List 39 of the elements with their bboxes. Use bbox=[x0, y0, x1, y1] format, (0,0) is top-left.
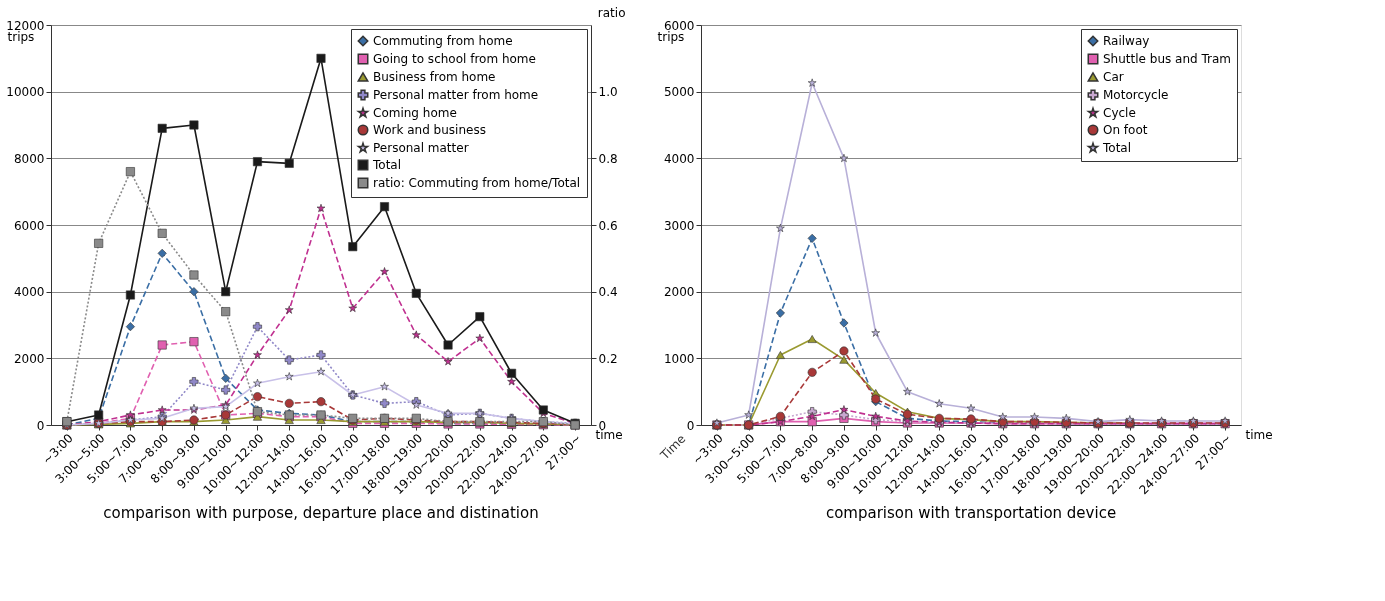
legend-label: Coming home bbox=[373, 106, 457, 120]
y-tick-label: 10000 bbox=[6, 85, 45, 100]
y-tick-label: 0 bbox=[36, 418, 45, 433]
legend-label: Motorcycle bbox=[1103, 88, 1169, 102]
legend-label: Total bbox=[372, 158, 402, 172]
legend-label: On foot bbox=[1103, 123, 1148, 137]
legend-label: Commuting from home bbox=[373, 34, 513, 48]
legend-label: Work and business bbox=[373, 123, 486, 137]
y-tick-label: 8000 bbox=[13, 151, 45, 166]
y2-tick-label: 0.4 bbox=[598, 285, 618, 300]
text: comparison with purpose, departure place and distination bbox=[103, 503, 539, 522]
y2-tick-label: 1.0 bbox=[598, 85, 618, 100]
y2-tick-label: 0.6 bbox=[598, 218, 618, 233]
legend-label: Cycle bbox=[1103, 106, 1136, 120]
y2-axis-title: ratio bbox=[597, 5, 626, 20]
y-tick-label: 4000 bbox=[663, 151, 695, 166]
y-tick-label: 2000 bbox=[663, 285, 695, 300]
legend-label: ratio: Commuting from home/Total bbox=[373, 176, 581, 190]
x-axis-title: time bbox=[1245, 427, 1273, 442]
y-tick-label: 6000 bbox=[13, 218, 45, 233]
y2-tick-label: 0.8 bbox=[598, 151, 618, 166]
legend-label: Total bbox=[1102, 141, 1132, 155]
y-axis-title: trips bbox=[657, 29, 685, 44]
text: comparison with transportation device bbox=[825, 503, 1117, 522]
y-tick-label: 3000 bbox=[663, 218, 695, 233]
legend-label: Railway bbox=[1103, 34, 1150, 48]
y-tick-label: 1000 bbox=[663, 351, 695, 366]
legend-label: Personal matter bbox=[373, 141, 469, 155]
legend-label: Personal matter from home bbox=[373, 88, 539, 102]
legend-label: Car bbox=[1103, 70, 1124, 84]
y-tick-label: 2000 bbox=[13, 351, 45, 366]
y-tick-label: 5000 bbox=[663, 85, 695, 100]
legend-label: Going to school from home bbox=[373, 52, 536, 66]
y2-tick-label: 0.2 bbox=[598, 351, 618, 366]
legend-label: Shuttle bus and Tram bbox=[1103, 52, 1231, 66]
y-tick-label: 0 bbox=[686, 418, 695, 433]
legend-label: Business from home bbox=[373, 70, 496, 84]
y-axis-title: trips bbox=[7, 29, 35, 44]
y-tick-label: 4000 bbox=[13, 285, 45, 300]
